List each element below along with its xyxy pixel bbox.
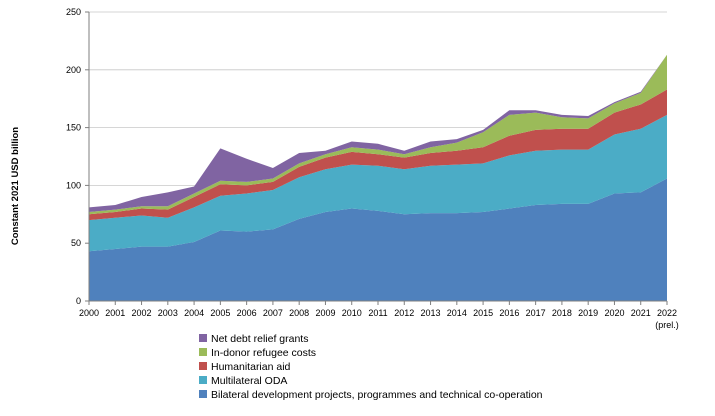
- x-tick-label: 2018: [552, 308, 572, 318]
- series-area-0: [89, 178, 667, 301]
- y-tick-label: 50: [71, 238, 81, 248]
- y-tick-label: 0: [76, 296, 81, 306]
- legend: Net debt relief grants In-donor refugee c…: [199, 333, 543, 401]
- axes: [85, 11, 668, 305]
- legend-swatch: [199, 390, 207, 398]
- x-tick-label: 2010: [342, 308, 362, 318]
- x-tick-labels: 2000 2001 2002 2003 2004 2005 2006 2007 2008 2009…: [79, 308, 677, 318]
- x-tick-label: 2004: [184, 308, 204, 318]
- y-tick-labels: 0 50 100 150 200 250: [66, 7, 81, 306]
- x-tick-label: 2000: [79, 308, 99, 318]
- x-tick-label: 2016: [499, 308, 519, 318]
- x-tick-label: 2008: [289, 308, 309, 318]
- x-tick-label: 2011: [368, 308, 387, 318]
- legend-swatch: [199, 348, 207, 356]
- y-tick-label: 100: [66, 180, 81, 190]
- x-tick-label: 2021: [631, 308, 651, 318]
- series-areas: [89, 54, 667, 301]
- legend-label: Bilateral development projects, programm…: [211, 389, 543, 401]
- x-tick-label: 2001: [105, 308, 125, 318]
- x-tick-label: 2013: [421, 308, 441, 318]
- x-tick-label: 2005: [210, 308, 230, 318]
- y-tick-label: 250: [66, 7, 81, 17]
- legend-label: In-donor refugee costs: [211, 347, 316, 359]
- x-tick-label: 2017: [526, 308, 546, 318]
- x-tick-label: 2022: [657, 308, 677, 318]
- y-tick-label: 150: [66, 123, 81, 133]
- x-annotation-prel: (prel.): [655, 320, 679, 330]
- legend-swatch: [199, 362, 207, 370]
- legend-swatch: [199, 334, 207, 342]
- x-tick-label: 2003: [158, 308, 178, 318]
- x-tick-label: 2007: [263, 308, 283, 318]
- x-tick-label: 2002: [132, 308, 152, 318]
- legend-swatch: [199, 376, 207, 384]
- x-tick-label: 2014: [447, 308, 467, 318]
- series-area-1: [89, 114, 667, 252]
- x-tick-label: 2019: [578, 308, 598, 318]
- legend-label: Humanitarian aid: [211, 361, 291, 373]
- x-tick-label: 2006: [237, 308, 257, 318]
- series-area-4: [89, 54, 667, 212]
- x-tick-label: 2009: [315, 308, 335, 318]
- y-tick-label: 200: [66, 65, 81, 75]
- x-tick-label: 2020: [604, 308, 624, 318]
- x-tick-label: 2012: [394, 308, 414, 318]
- legend-label: Net debt relief grants: [211, 333, 308, 345]
- y-axis-label: Constant 2021 USD billion: [10, 127, 21, 245]
- series-area-2: [89, 89, 667, 221]
- legend-label: Multilateral ODA: [211, 375, 287, 387]
- x-tick-label: 2015: [473, 308, 493, 318]
